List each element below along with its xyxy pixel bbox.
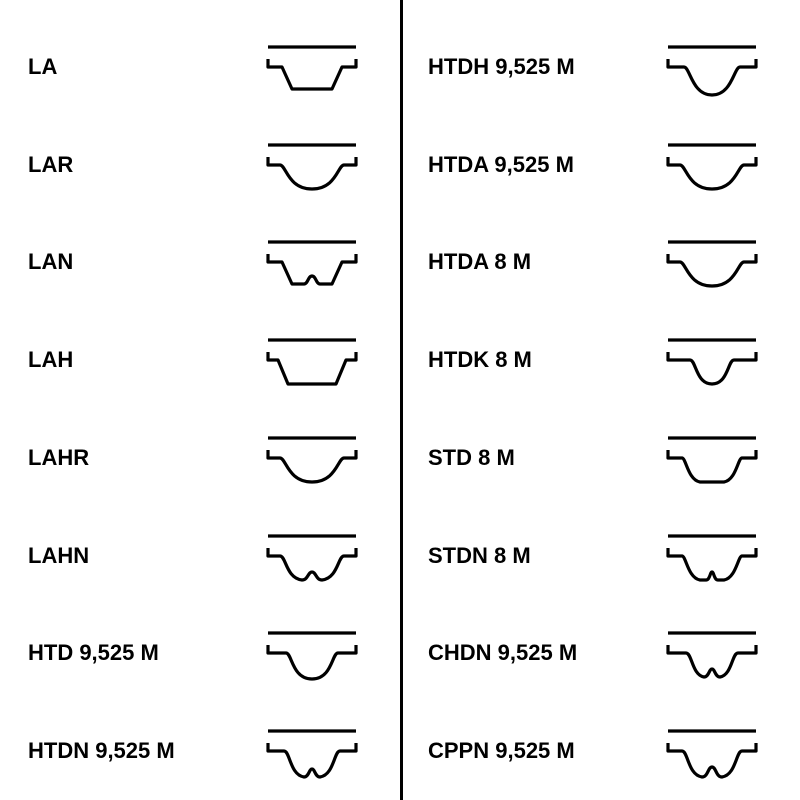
profile-row: LAN	[0, 214, 400, 312]
profile-label: HTD 9,525 M	[28, 640, 159, 666]
profile-row: LAHN	[0, 507, 400, 605]
profile-label: LAH	[28, 347, 73, 373]
tooth-profile-icon	[262, 37, 362, 97]
profile-label: LAHN	[28, 543, 89, 569]
tooth-profile-icon	[262, 623, 362, 683]
profile-row: LAHR	[0, 409, 400, 507]
tooth-profile-icon	[262, 135, 362, 195]
left-column: LA LAR LAN LAH LAHR LAHN HTD 9,525 M HTDN 9,525…	[0, 0, 400, 800]
tooth-profile-icon	[662, 135, 762, 195]
profile-row: LAH	[0, 311, 400, 409]
profile-chart: LA LAR LAN LAH LAHR LAHN HTD 9,525 M HTDN 9,525…	[0, 0, 800, 800]
profile-row: HTDA 8 M	[400, 214, 800, 312]
tooth-profile-icon	[262, 330, 362, 390]
tooth-profile-icon	[662, 623, 762, 683]
tooth-profile-icon	[262, 526, 362, 586]
profile-label: LAN	[28, 249, 73, 275]
profile-label: LA	[28, 54, 57, 80]
profile-row: LA	[0, 18, 400, 116]
profile-label: STDN 8 M	[428, 543, 531, 569]
right-column: HTDH 9,525 M HTDA 9,525 M HTDA 8 M HTDK 8 M…	[400, 0, 800, 800]
profile-label: LAR	[28, 152, 73, 178]
tooth-profile-icon	[662, 232, 762, 292]
profile-row: HTDA 9,525 M	[400, 116, 800, 214]
profile-row: STDN 8 M	[400, 507, 800, 605]
tooth-profile-icon	[262, 232, 362, 292]
profile-label: CHDN 9,525 M	[428, 640, 577, 666]
tooth-profile-icon	[662, 721, 762, 781]
profile-row: HTDK 8 M	[400, 311, 800, 409]
profile-row: CHDN 9,525 M	[400, 605, 800, 703]
profile-label: STD 8 M	[428, 445, 515, 471]
tooth-profile-icon	[262, 721, 362, 781]
tooth-profile-icon	[662, 37, 762, 97]
profile-row: CPPN 9,525 M	[400, 702, 800, 800]
profile-label: HTDA 8 M	[428, 249, 531, 275]
profile-label: HTDK 8 M	[428, 347, 532, 373]
profile-label: LAHR	[28, 445, 89, 471]
column-divider	[400, 0, 403, 800]
tooth-profile-icon	[262, 428, 362, 488]
tooth-profile-icon	[662, 428, 762, 488]
tooth-profile-icon	[662, 526, 762, 586]
profile-label: HTDH 9,525 M	[428, 54, 575, 80]
tooth-profile-icon	[662, 330, 762, 390]
profile-label: CPPN 9,525 M	[428, 738, 575, 764]
profile-label: HTDN 9,525 M	[28, 738, 175, 764]
profile-row: HTDN 9,525 M	[0, 702, 400, 800]
profile-row: HTDH 9,525 M	[400, 18, 800, 116]
profile-row: LAR	[0, 116, 400, 214]
profile-label: HTDA 9,525 M	[428, 152, 574, 178]
profile-row: STD 8 M	[400, 409, 800, 507]
profile-row: HTD 9,525 M	[0, 605, 400, 703]
